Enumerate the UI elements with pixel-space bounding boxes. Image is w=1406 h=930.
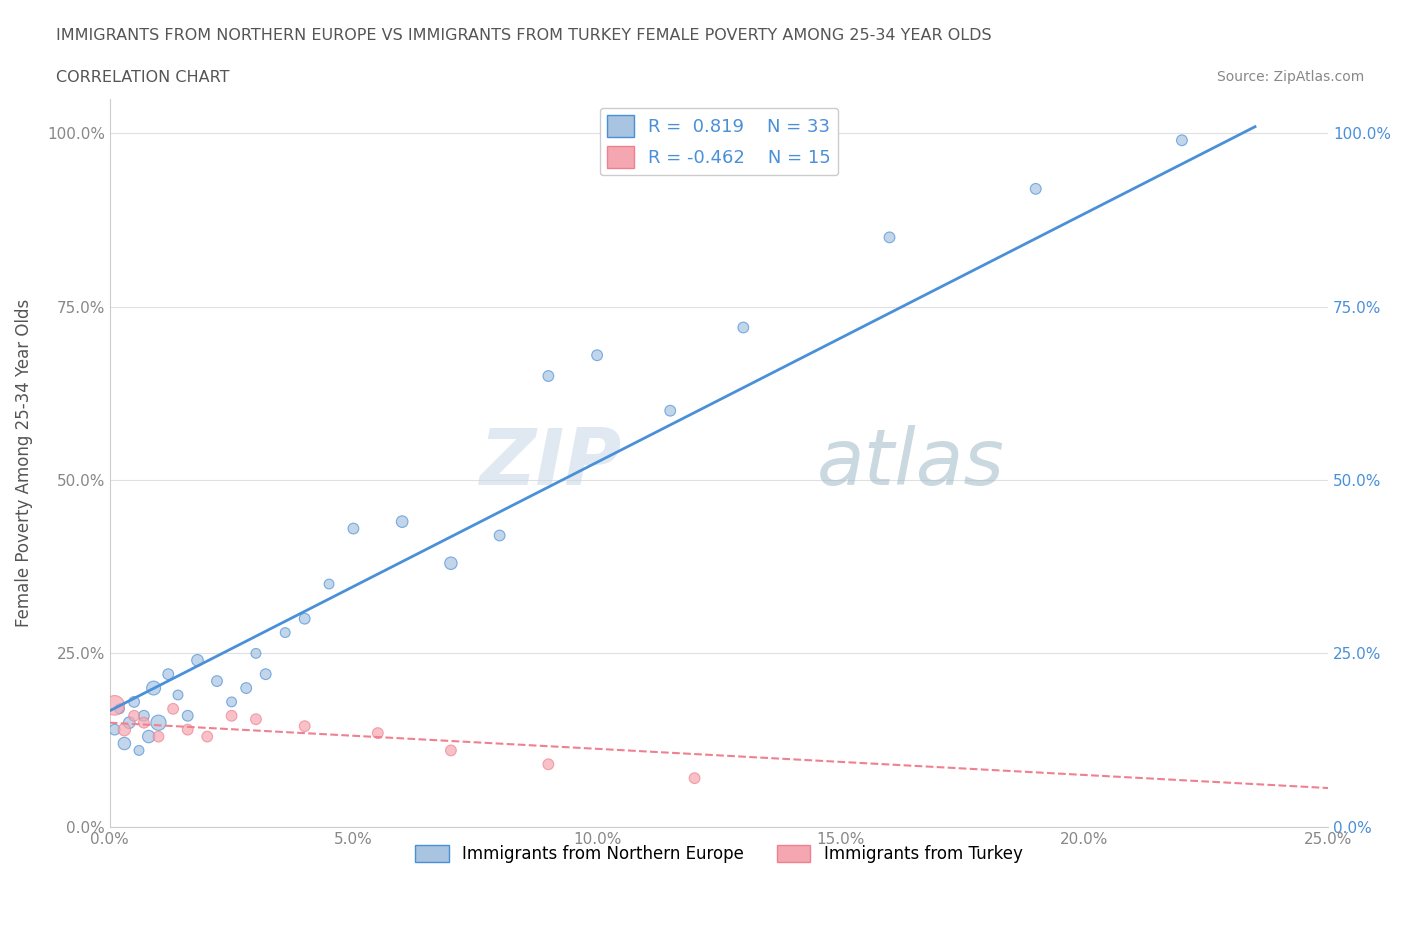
- Text: ZIP: ZIP: [479, 425, 621, 500]
- Point: [177, 723, 200, 737]
- Point: [128, 743, 150, 758]
- Point: [148, 729, 170, 744]
- Point: [683, 771, 706, 786]
- Point: [132, 715, 155, 730]
- Point: [245, 646, 267, 661]
- Point: [537, 368, 560, 383]
- Point: [294, 719, 316, 734]
- Point: [440, 556, 463, 571]
- Point: [318, 577, 340, 591]
- Point: [122, 695, 145, 710]
- Point: [221, 709, 243, 724]
- Point: [274, 625, 297, 640]
- Y-axis label: Female Poverty Among 25-34 Year Olds: Female Poverty Among 25-34 Year Olds: [15, 299, 32, 627]
- Point: [342, 521, 364, 536]
- Point: [108, 701, 131, 716]
- Point: [112, 736, 135, 751]
- Point: [195, 729, 218, 744]
- Point: [132, 709, 155, 724]
- Point: [391, 514, 413, 529]
- Point: [235, 681, 257, 696]
- Point: [254, 667, 277, 682]
- Point: [294, 611, 316, 626]
- Point: [537, 757, 560, 772]
- Point: [138, 729, 160, 744]
- Point: [162, 701, 184, 716]
- Text: IMMIGRANTS FROM NORTHERN EUROPE VS IMMIGRANTS FROM TURKEY FEMALE POVERTY AMONG 2: IMMIGRANTS FROM NORTHERN EUROPE VS IMMIG…: [56, 28, 991, 43]
- Legend: Immigrants from Northern Europe, Immigrants from Turkey: Immigrants from Northern Europe, Immigra…: [409, 838, 1029, 870]
- Point: [205, 673, 228, 688]
- Point: [118, 715, 141, 730]
- Point: [488, 528, 510, 543]
- Point: [245, 711, 267, 726]
- Point: [104, 723, 127, 737]
- Point: [1171, 133, 1194, 148]
- Point: [221, 695, 243, 710]
- Text: Source: ZipAtlas.com: Source: ZipAtlas.com: [1216, 70, 1364, 84]
- Point: [879, 230, 901, 245]
- Point: [142, 681, 165, 696]
- Point: [1025, 181, 1047, 196]
- Point: [177, 709, 200, 724]
- Point: [367, 725, 389, 740]
- Point: [148, 715, 170, 730]
- Text: atlas: atlas: [817, 425, 1004, 500]
- Text: CORRELATION CHART: CORRELATION CHART: [56, 70, 229, 85]
- Point: [733, 320, 755, 335]
- Point: [157, 667, 180, 682]
- Point: [167, 687, 190, 702]
- Point: [659, 404, 682, 418]
- Point: [122, 709, 145, 724]
- Point: [440, 743, 463, 758]
- Point: [586, 348, 609, 363]
- Point: [112, 723, 135, 737]
- Point: [186, 653, 208, 668]
- Point: [104, 698, 127, 712]
